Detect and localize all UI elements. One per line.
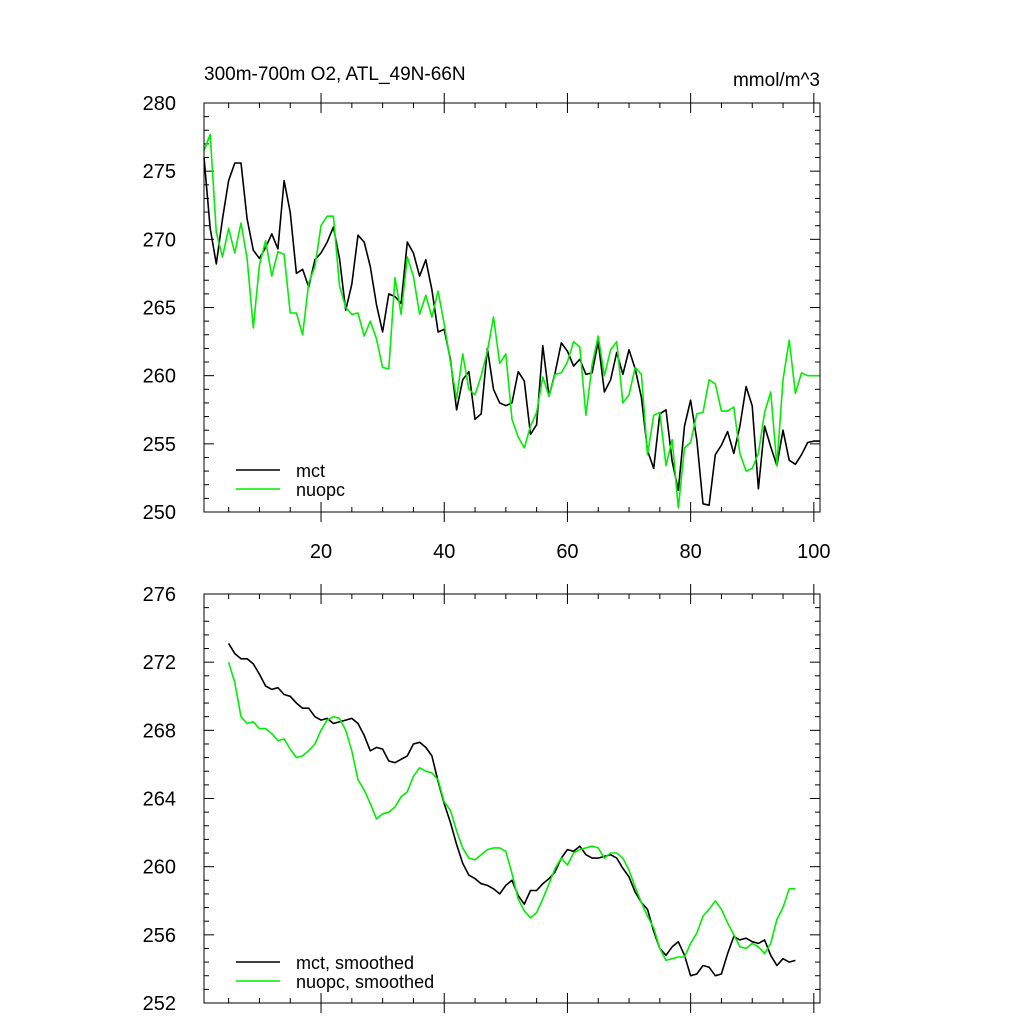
top-ticks [204,93,820,522]
bottom-ytick-label: 256 [143,925,176,947]
top-ytick-label: 275 [143,161,176,183]
bottom-ytick-label: 272 [143,652,176,674]
top-ytick-label: 250 [143,502,176,524]
bottom-ytick-label: 264 [143,789,176,811]
legend-label-nuopc: nuopc [296,480,345,500]
top-series-line-mct [203,157,820,507]
chart-title: 300m-700m O2, ATL_49N-66N [204,64,466,85]
top-legend: mct nuopc [236,461,345,500]
top-xtick-label: 80 [680,541,702,563]
top-ytick-label: 265 [143,298,176,320]
top-xtick-label: 60 [556,541,578,563]
bottom-ytick-label: 252 [143,993,176,1015]
legend-label-mct: mct [296,461,325,481]
bottom-ticks [204,584,820,1013]
top-plot-frame [203,102,821,513]
bottom-tick-labels: 252 256 260 264 268 272 276 [143,584,176,1015]
bottom-series-line-nuopc-smoothed [227,661,796,962]
top-ytick-label: 270 [143,229,176,251]
top-ytick-label: 280 [143,93,176,115]
chart-units-label: mmol/m^3 [733,70,820,91]
top-xtick-label: 100 [797,541,830,563]
top-series [203,133,820,509]
legend-label-nuopc-smoothed: nuopc, smoothed [296,972,434,992]
top-xtick-label: 40 [433,541,455,563]
top-ytick-label: 260 [143,366,176,388]
bottom-ytick-label: 268 [143,720,176,742]
bottom-plot-frame [203,593,821,1004]
bottom-panel: 252 256 260 264 268 272 276 mct, smoothed nuop… [143,584,821,1015]
top-xtick-label: 20 [310,541,332,563]
top-panel: 300m-700m O2, ATL_49N-66N mmol/m^3 25025… [143,64,831,563]
top-series-line-nuopc [203,133,820,509]
bottom-ytick-label: 260 [143,857,176,879]
bottom-series [227,642,796,977]
bottom-legend: mct, smoothed nuopc, smoothed [236,953,434,992]
top-tick-labels: 250 255 260 265 270 275 280 20 40 60 80 100 [143,93,831,563]
bottom-ytick-label: 276 [143,584,176,606]
legend-label-mct-smoothed: mct, smoothed [296,953,414,973]
bottom-series-line-mct-smoothed [227,642,796,977]
top-ytick-label: 255 [143,434,176,456]
